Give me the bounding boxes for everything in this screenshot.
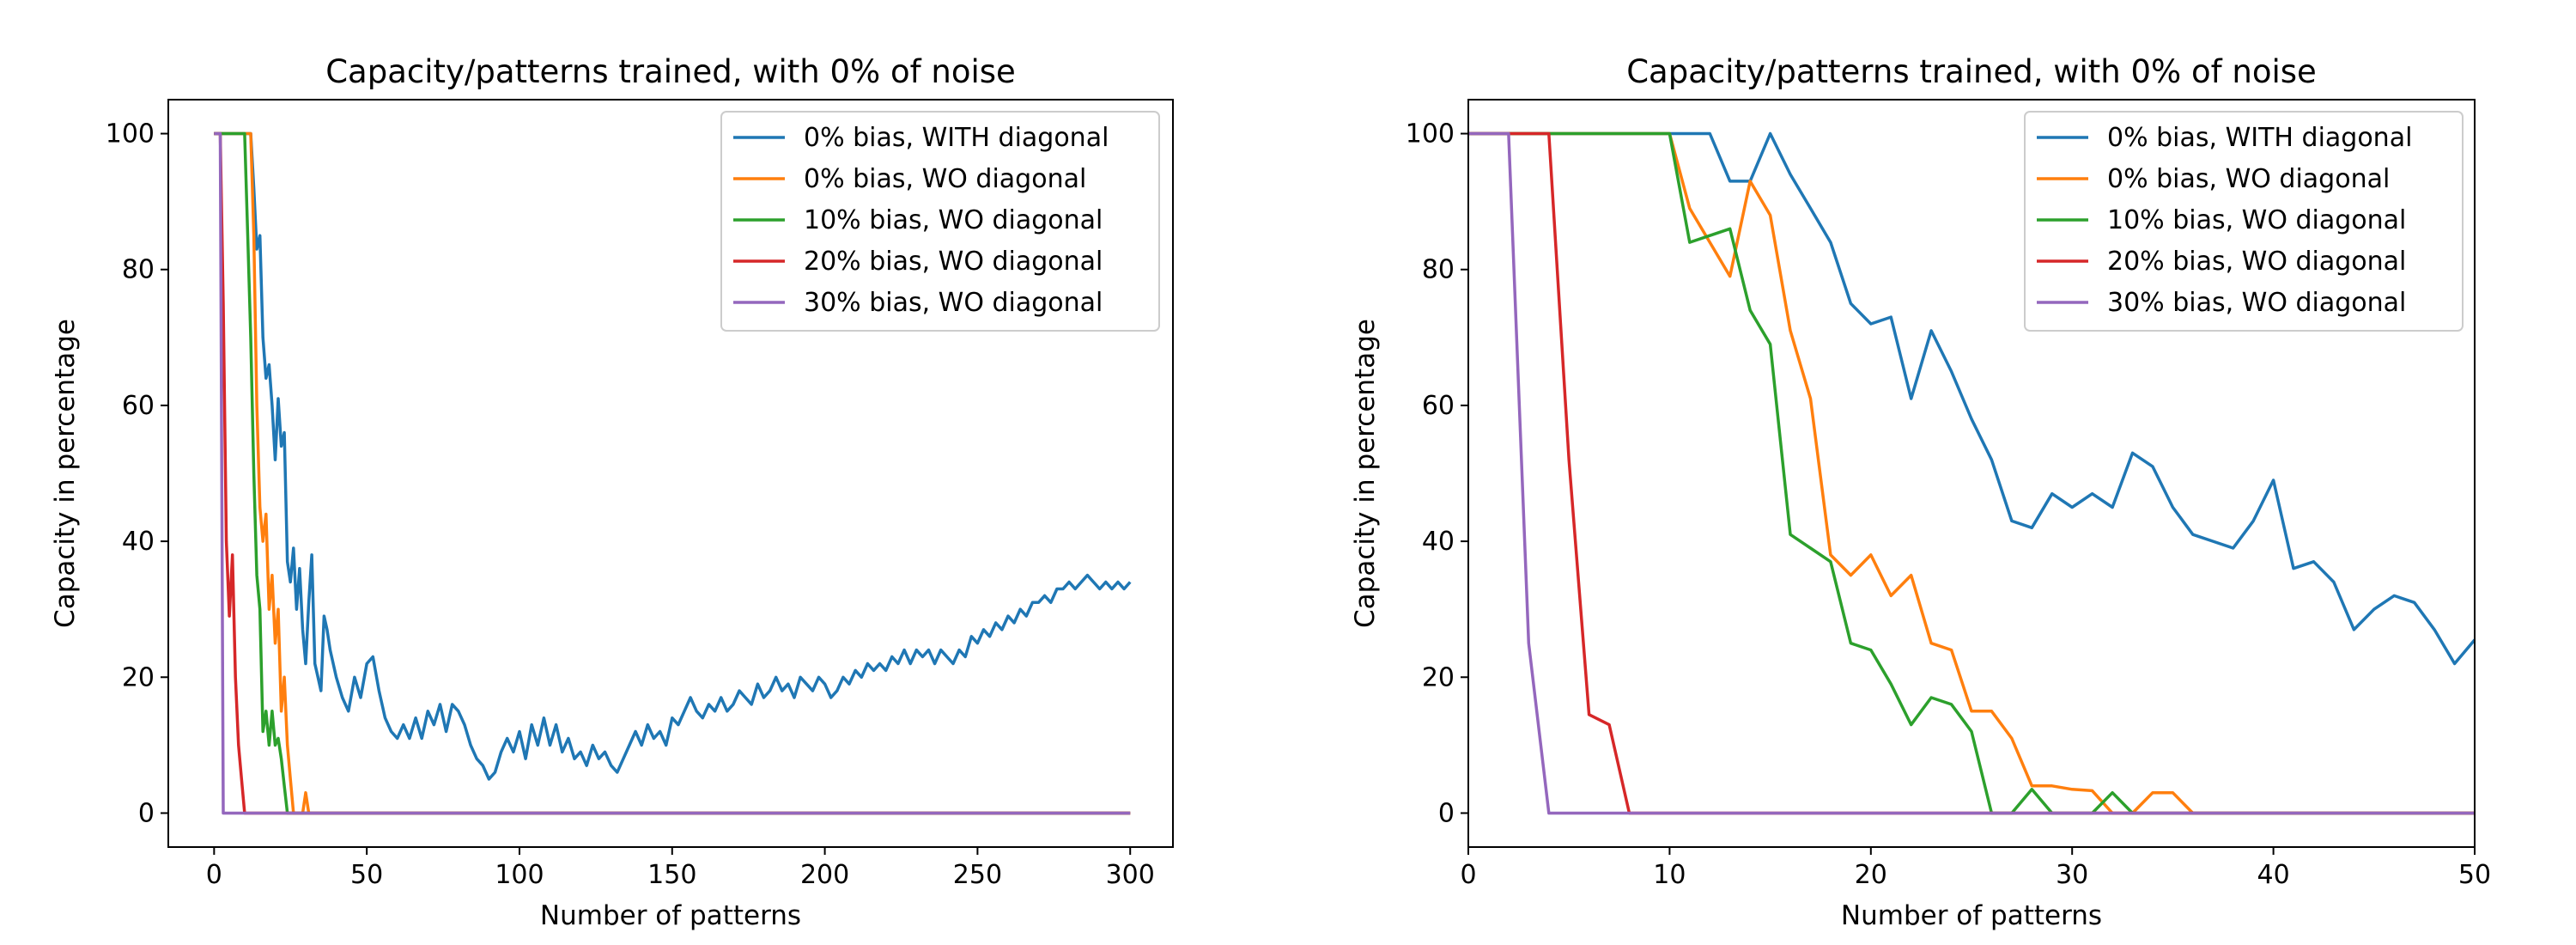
legend: 0% bias, WITH diagonal 0% bias, WO diagon… [720,111,1160,332]
series-line-1 [214,131,1132,781]
legend-label: 20% bias, WO diagonal [2107,247,2406,277]
y-tick-label: 0 [138,798,155,828]
y-tick-label: 60 [122,391,155,421]
y-tick-label: 80 [1422,255,1455,285]
legend-item: 10% bias, WO diagonal [2037,205,2406,235]
legend-box [2024,111,2464,332]
y-tick: 100 [1406,119,1468,149]
legend-label: 0% bias, WO diagonal [2107,164,2390,194]
y-tick: 40 [1422,527,1468,557]
x-tick: 200 [800,847,849,890]
x-tick: 100 [495,847,544,890]
x-tick: 300 [1106,847,1155,890]
legend-item: 0% bias, WO diagonal [733,164,1086,194]
legend-item: 20% bias, WO diagonal [733,247,1103,277]
axes-frame [1467,99,2476,848]
x-tick-label: 150 [647,860,696,890]
legend-label: 10% bias, WO diagonal [2107,205,2406,235]
x-tick: 20 [1855,847,1887,890]
x-tick-label: 200 [800,860,849,890]
x-tick: 50 [2458,847,2491,890]
legend-label: 10% bias, WO diagonal [804,205,1103,235]
y-tick: 20 [1422,662,1468,692]
plot-area [1468,131,2475,815]
legend-label: 30% bias, WO diagonal [804,288,1103,318]
x-tick-label: 40 [2257,860,2290,890]
y-tick: 0 [1438,798,1468,828]
y-tick-label: 80 [122,255,155,285]
x-tick-label: 250 [953,860,1002,890]
legend-item: 30% bias, WO diagonal [733,288,1103,318]
x-tick: 0 [206,847,222,890]
y-tick-label: 20 [122,662,155,692]
legend-label: 20% bias, WO diagonal [804,247,1103,277]
y-axis-label: Capacity in percentage [50,319,81,628]
legend-label: 0% bias, WO diagonal [804,164,1086,194]
y-tick: 80 [1422,255,1468,285]
x-tick-label: 50 [2458,860,2491,890]
legend-label: 0% bias, WITH diagonal [2107,123,2412,153]
legend-box [720,111,1160,332]
legend-item: 20% bias, WO diagonal [2037,247,2406,277]
plot-area [214,131,1132,815]
x-tick: 0 [1460,847,1477,890]
y-tick: 0 [138,798,168,828]
x-axis-label: Number of patterns [1841,900,2102,931]
legend-item: 0% bias, WITH diagonal [2037,123,2412,153]
x-tick-label: 20 [1855,860,1887,890]
series-line-3 [214,131,1131,815]
chart-title: Capacity/patterns trained, with 0% of no… [1626,53,2317,90]
series-line-3 [1468,131,2475,815]
y-tick-label: 0 [1438,798,1455,828]
x-tick: 30 [2056,847,2088,890]
y-tick-label: 20 [1422,662,1455,692]
y-tick: 40 [122,527,168,557]
x-tick-label: 0 [1460,860,1476,890]
x-tick: 150 [647,847,696,890]
y-tick-label: 40 [1422,527,1455,557]
series-line-5 [214,131,1131,815]
legend: 0% bias, WITH diagonal 0% bias, WO diagon… [2024,111,2464,332]
legend-label: 30% bias, WO diagonal [2107,288,2406,318]
y-tick: 20 [122,662,168,692]
x-tick-label: 100 [495,860,544,890]
y-axis: 0 20 40 60 80 100 [1406,119,1468,828]
y-axis: 0 20 40 60 80 100 [106,119,168,828]
y-tick: 100 [106,119,168,149]
y-axis-label: Capacity in percentage [1350,319,1381,628]
legend-item: 0% bias, WO diagonal [2037,164,2390,194]
x-tick: 10 [1653,847,1686,890]
y-tick-label: 60 [1422,391,1455,421]
y-tick-label: 100 [106,119,155,149]
legend-label: 0% bias, WITH diagonal [804,123,1109,153]
x-tick-label: 30 [2056,860,2088,890]
legend-item: 30% bias, WO diagonal [2037,288,2406,318]
x-tick: 40 [2257,847,2290,890]
y-tick: 80 [122,255,168,285]
y-tick: 60 [122,391,168,421]
x-tick-label: 300 [1106,860,1155,890]
left-chart: Capacity/patterns trained, with 0% of no… [50,53,1174,931]
legend-item: 0% bias, WITH diagonal [733,123,1109,153]
x-tick-label: 10 [1653,860,1686,890]
axes-frame [167,99,1174,848]
x-axis-label: Number of patterns [540,900,801,931]
x-tick: 50 [350,847,383,890]
x-tick: 250 [953,847,1002,890]
x-axis: 0 50 100 150 200 250 300 [206,847,1155,890]
right-chart: Capacity/patterns trained, with 0% of no… [1350,53,2491,931]
y-tick: 60 [1422,391,1468,421]
x-tick-label: 0 [206,860,222,890]
legend-item: 10% bias, WO diagonal [733,205,1103,235]
y-tick-label: 100 [1406,119,1455,149]
y-tick-label: 40 [122,527,155,557]
x-tick-label: 50 [350,860,383,890]
chart-title: Capacity/patterns trained, with 0% of no… [325,53,1016,90]
x-axis: 0 10 20 30 40 50 [1460,847,2491,890]
series-line-5 [1468,131,2475,815]
